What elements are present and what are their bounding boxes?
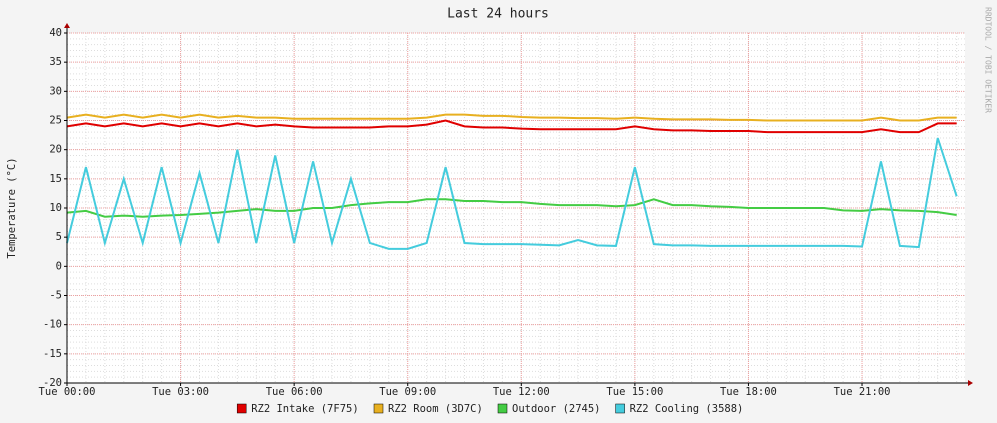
- legend-label: Outdoor (2745): [512, 403, 601, 415]
- y-tick-label: 40: [49, 27, 62, 39]
- y-tick-label: -5: [49, 290, 62, 302]
- series-line: [66, 119, 957, 134]
- x-tick-label: Tue 12:00: [493, 386, 550, 398]
- y-tick-label: 5: [56, 231, 62, 243]
- y-tick-label: -10: [43, 319, 62, 331]
- legend-swatch: [373, 403, 384, 414]
- y-tick-label: 10: [49, 202, 62, 214]
- axis-arrow: [64, 23, 70, 28]
- legend-label: RZ2 Cooling (3588): [630, 403, 744, 415]
- legend-swatch: [497, 403, 508, 414]
- series-line: [66, 113, 957, 122]
- x-tick-label: Tue 21:00: [834, 386, 891, 398]
- x-tick-label: Tue 00:00: [39, 386, 96, 398]
- y-tick-label: 15: [49, 173, 62, 185]
- x-tick-label: Tue 03:00: [152, 386, 209, 398]
- legend-swatch: [236, 403, 247, 414]
- y-tick-label: -15: [43, 348, 62, 360]
- y-tick-label: 30: [49, 85, 62, 97]
- y-tick-label: 0: [56, 260, 62, 272]
- series-line: [66, 198, 957, 218]
- x-tick-label: Tue 15:00: [606, 386, 663, 398]
- x-tick-label: Tue 18:00: [720, 386, 777, 398]
- x-tick-label: Tue 09:00: [379, 386, 436, 398]
- y-tick-label: 20: [49, 144, 62, 156]
- legend-swatch: [615, 403, 625, 414]
- y-axis-label: Temperature (°C): [6, 157, 18, 258]
- legend-label: RZ2 Room (3D7C): [388, 403, 483, 415]
- y-tick-label: 25: [49, 115, 62, 127]
- axis-arrow: [968, 380, 973, 386]
- y-tick-label: -20: [43, 377, 62, 389]
- legend-label: RZ2 Intake (7F75): [251, 403, 358, 415]
- watermark: RRDTOOL / TOBI OETIKER: [984, 7, 993, 113]
- chart-title: Last 24 hours: [447, 7, 549, 22]
- y-tick-label: 35: [49, 56, 62, 68]
- x-tick-label: Tue 06:00: [266, 386, 323, 398]
- series-line: [66, 137, 958, 250]
